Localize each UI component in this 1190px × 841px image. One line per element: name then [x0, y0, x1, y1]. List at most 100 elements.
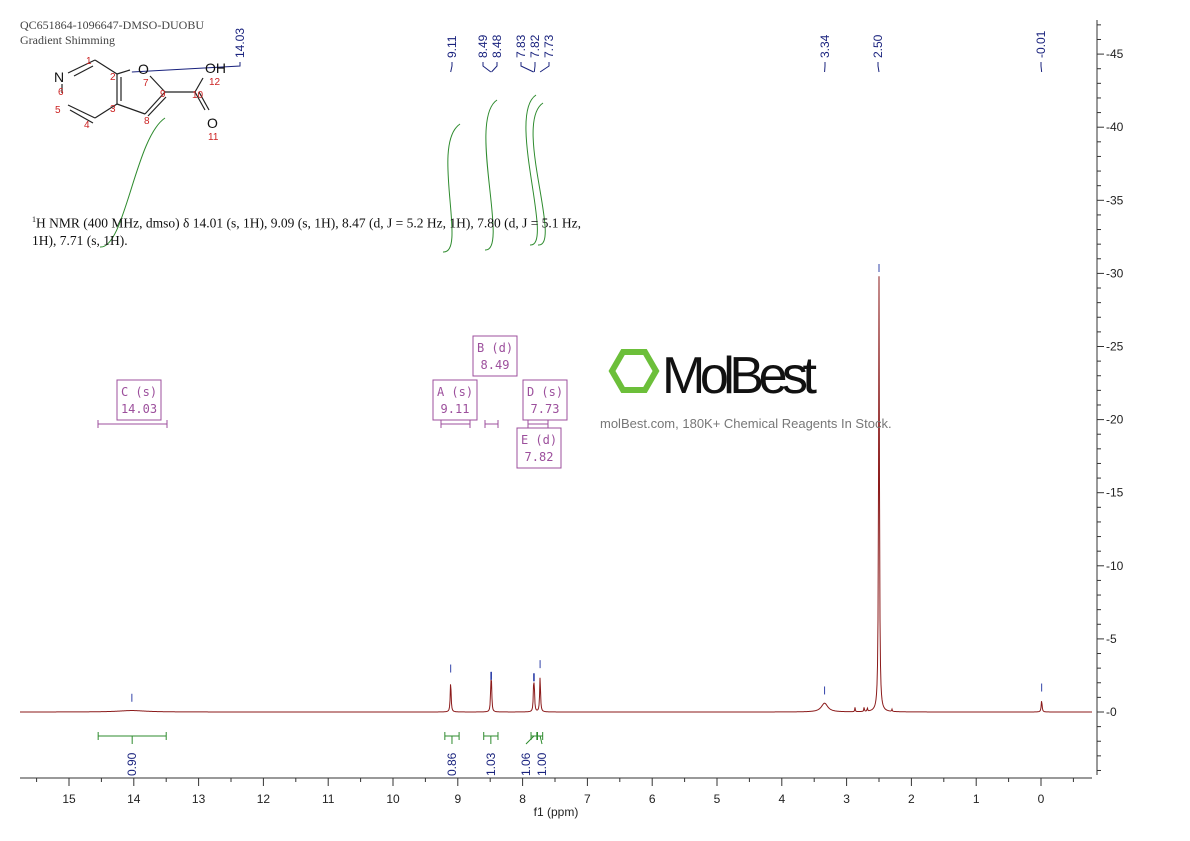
peak-label: 14.03: [233, 28, 247, 58]
multiplet-shift: 8.49: [481, 358, 510, 372]
peak-label-connector: [131, 62, 241, 73]
x-tick-label: 12: [257, 792, 271, 806]
method: Gradient Shimming: [20, 33, 115, 47]
y-tick-label: -35: [1106, 193, 1124, 207]
integral-value: 1.06: [519, 752, 533, 776]
peak-label: 8.48: [490, 34, 504, 58]
bond: [147, 96, 167, 117]
peak-label-connector: [877, 62, 880, 73]
x-tick-label: 5: [714, 792, 721, 806]
nucleus-superscript: 1: [32, 215, 36, 224]
integral-curve: [99, 117, 166, 248]
bond: [94, 59, 118, 75]
sample-id: QC651864-1096647-DMSO-DUOBU: [20, 18, 205, 32]
atom-number: 11: [208, 132, 219, 143]
peak-label: -0.01: [1034, 30, 1048, 58]
atom-number: 5: [55, 105, 61, 116]
atom-number: 12: [209, 77, 221, 88]
bond: [194, 91, 206, 111]
multiplet-box: [116, 379, 162, 421]
spectrum-line: [20, 276, 1092, 713]
x-tick-label: 7: [584, 792, 591, 806]
y-tick-label: -5: [1106, 632, 1117, 646]
integral-curve: [442, 123, 461, 253]
peak-label-connector: [482, 62, 492, 73]
multiplet-box: [522, 379, 568, 421]
x-tick-label: 8: [519, 792, 526, 806]
peak-label: 8.49: [476, 34, 490, 58]
atom-label: O: [138, 61, 149, 77]
integral-connector: [539, 735, 543, 745]
bond: [198, 91, 210, 111]
y-tick-label: -0: [1106, 705, 1117, 719]
peak-label-connector: [491, 62, 498, 73]
y-tick-label: -25: [1106, 340, 1124, 354]
multiplet-shift: 7.73: [531, 402, 560, 416]
atom-number: 3: [110, 104, 116, 115]
x-tick-label: 6: [649, 792, 656, 806]
atom-number: 7: [143, 78, 149, 89]
atom-number: 9: [160, 89, 166, 100]
peak-label: 7.83: [514, 34, 528, 58]
multiplet-box: [516, 427, 562, 469]
x-tick-label: 11: [322, 792, 335, 806]
atom-label: O: [207, 115, 218, 131]
peak-label: 7.73: [542, 34, 556, 58]
bond: [67, 59, 96, 74]
summary-text: H NMR (400 MHz, dmso) δ 14.01 (s, 1H), 9…: [32, 215, 582, 248]
multiplet-label: B (d): [477, 341, 513, 355]
integral-value: 0.86: [445, 752, 459, 776]
multiplet-label: C (s): [121, 385, 157, 399]
y-tick-label: -15: [1106, 486, 1124, 500]
integral-curve: [525, 94, 538, 246]
y-tick-label: -10: [1106, 559, 1124, 573]
multiplet-shift: 7.82: [525, 450, 554, 464]
bond: [194, 77, 204, 93]
multiplet-label: D (s): [527, 385, 563, 399]
bond: [116, 69, 131, 75]
y-tick-label: -20: [1106, 413, 1124, 427]
peak-label-connector: [539, 62, 550, 73]
x-tick-label: 2: [908, 792, 915, 806]
x-tick-label: 13: [192, 792, 206, 806]
molbest-logo-icon: [608, 349, 660, 393]
peak-label: 2.50: [871, 34, 885, 58]
multiplet-box: [432, 379, 478, 421]
integral-curve: [532, 102, 546, 246]
integral-value: 0.90: [125, 752, 139, 776]
multiplet-label: E (d): [521, 433, 557, 447]
peak-label-connector: [520, 62, 534, 73]
integral-value: 1.03: [484, 752, 498, 776]
molecule-structure: [61, 59, 210, 124]
x-tick-label: 10: [386, 792, 400, 806]
atom-number: 8: [144, 116, 150, 127]
x-tick-label: 1: [973, 792, 980, 806]
molbest-logo-text: MolBest: [662, 347, 818, 405]
bond: [94, 103, 118, 119]
peak-label-connector: [533, 62, 536, 73]
atom-number: 4: [84, 120, 90, 131]
x-tick-label: 3: [843, 792, 850, 806]
multiplet-shift: 14.03: [121, 402, 157, 416]
x-tick-label: 14: [127, 792, 141, 806]
y-tick-label: -45: [1106, 47, 1124, 61]
integral-curve: [484, 99, 498, 251]
watermark-tagline: molBest.com, 180K+ Chemical Reagents In …: [600, 416, 892, 431]
peak-label: 3.34: [818, 34, 832, 58]
spectrum-header: QC651864-1096647-DMSO-DUOBU Gradient Shi…: [20, 18, 204, 48]
peak-label: 9.11: [445, 35, 459, 58]
peak-label: 7.82: [528, 34, 542, 58]
nmr-summary: 1H NMR (400 MHz, dmso) δ 14.01 (s, 1H), …: [32, 211, 592, 249]
integral-value: 1.00: [535, 752, 549, 776]
bond: [69, 109, 94, 124]
x-tick-label: 0: [1038, 792, 1045, 806]
bond: [149, 75, 166, 93]
bond: [144, 91, 166, 115]
x-axis-label: f1 (ppm): [534, 805, 579, 819]
bond: [116, 103, 146, 115]
x-tick-label: 4: [778, 792, 785, 806]
multiplet-label: A (s): [437, 385, 473, 399]
atom-number: 1: [86, 56, 92, 67]
atom-number: 6: [58, 87, 64, 98]
